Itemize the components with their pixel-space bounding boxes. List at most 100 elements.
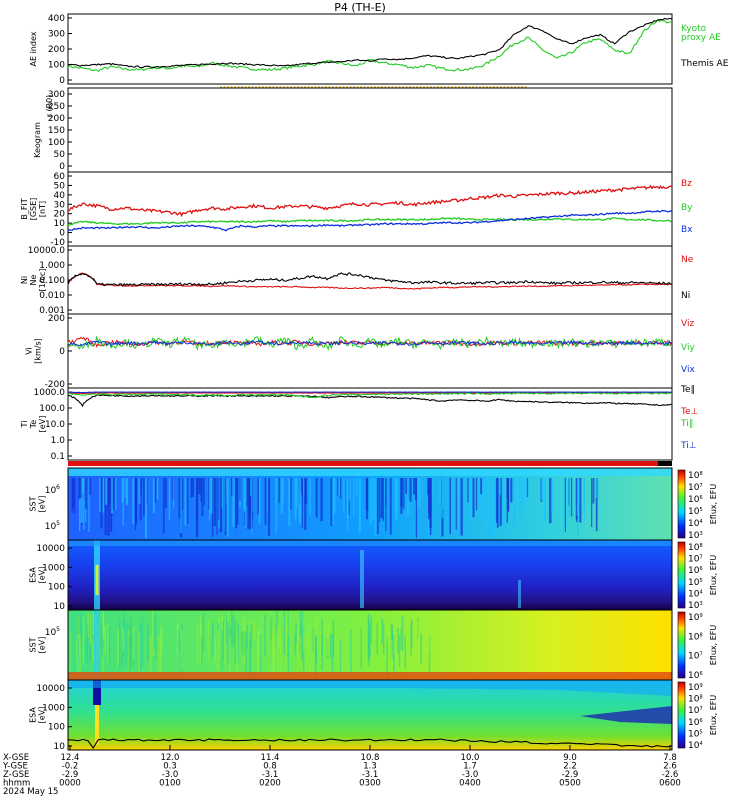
sst-e-stripe (127, 629, 130, 671)
sst-e-stripe (355, 635, 358, 685)
x-tick-ygse: -0.2 (62, 762, 79, 772)
bfield-ylabel-line: [nT] (38, 201, 47, 217)
sst-omni-stripe (239, 478, 241, 502)
x-tick-time: 0400 (459, 779, 481, 789)
x-tick-zgse: -2.6 (662, 770, 679, 780)
bfield-ytick-label: 30 (54, 200, 66, 210)
sst-e-stripe (80, 617, 83, 650)
sst_omni-ytick-label: 105 (45, 520, 60, 532)
sst-e-stripe (133, 626, 135, 659)
sst-omni-stripe (224, 478, 227, 536)
sst-omni-stripe (374, 478, 377, 537)
sst-omni-stripe (280, 478, 283, 514)
sst-omni-stripe (83, 478, 85, 530)
sst-omni-stripe (332, 478, 334, 525)
sst-omni-stripe (428, 478, 430, 520)
sst-omni-stripe (564, 478, 566, 532)
sst-omni-stripe (343, 478, 346, 513)
density-ylabel-line: [1/cc] (38, 269, 47, 292)
sst-omni-stripe (134, 478, 137, 530)
sst_e-cb-exp: 6 (699, 671, 702, 677)
sst-omni-topband (68, 468, 672, 476)
sst-e-stripe (287, 635, 290, 673)
sst-omni-stripe (340, 478, 342, 499)
sst-omni-stripe (486, 478, 489, 532)
x-tick-zgse: -3.0 (162, 770, 179, 780)
sst-e-stripe (416, 622, 419, 643)
sst-omni-stripe (168, 478, 171, 520)
bfield-ytick-label: 0 (59, 229, 65, 239)
sst-e-stripe (226, 614, 228, 646)
sst_e-cb-exp: 7 (699, 652, 702, 658)
esa_omni-cb-exp: 5 (699, 578, 702, 584)
sst-e-stripe (420, 633, 422, 665)
esa_e-ytick-label: 1000 (42, 703, 65, 713)
sst-e-stripe (87, 612, 89, 638)
x-tick-ygse: 2.6 (663, 762, 677, 772)
density-ylabel-line: Ne (29, 274, 38, 285)
density-series-1 (67, 272, 673, 287)
esa-e-spike-top (93, 680, 101, 705)
sst_e-cb-label: Eflux, EFU (709, 625, 718, 666)
keogram-ytick-label: 0 (59, 162, 65, 172)
sst-e-stripe (214, 636, 217, 664)
sst-omni-stripe (595, 478, 598, 498)
sst_e-ytick-exp: 5 (56, 626, 60, 633)
sst-e-stripe (276, 610, 278, 635)
x-tick-ygse: 2.2 (563, 762, 577, 772)
sst-e-stripe (397, 627, 399, 654)
bfield-ytick-label: 60 (54, 172, 66, 182)
sst-omni-stripe (246, 478, 248, 507)
sst-e-stripe (130, 617, 132, 645)
sst-omni-stripe (315, 478, 318, 518)
sst-omni-stripe (218, 478, 220, 520)
sst-e-stripe (294, 633, 296, 655)
bfield-ylabel-line: [GSE] (29, 198, 38, 221)
sst-omni-stripe (338, 478, 340, 497)
sst-e-stripe (231, 611, 233, 648)
bfield-ytick-label: 10 (54, 219, 66, 229)
sst-e-stripe (273, 621, 276, 656)
esa_e-cb-tick: 105 (688, 729, 703, 739)
sst-omni-stripe (595, 478, 598, 532)
sst-e-stripe (78, 615, 80, 660)
sst_omni-ylabel-line: [eV] (38, 496, 47, 513)
sst_e-ylabel: SST [eV] (29, 637, 47, 654)
temperature-ytick-label: 10.0 (45, 420, 65, 430)
ae-ytick-label: 0 (59, 76, 65, 86)
keogram-ylabel: Keogram (33, 122, 42, 158)
sst-e-stripe (160, 637, 162, 675)
density-frame (67, 245, 673, 315)
sst_e-colorbar (677, 611, 686, 679)
sst-omni-stripe (226, 478, 229, 537)
bfield-frame (67, 171, 673, 247)
x-tick-xgse: 12.0 (161, 753, 180, 763)
sst-e-stripe (108, 625, 111, 665)
sst-e-stripe (68, 635, 70, 669)
sst_omni-cb-exp: 8 (699, 471, 702, 477)
velocity-legend-2: Vix (681, 365, 695, 375)
x-tick-time: 0600 (659, 779, 681, 789)
sst-omni-stripe (376, 478, 379, 535)
sst_e-cb-exp: 9 (699, 613, 702, 619)
bfield-series-2 (67, 209, 673, 232)
sst-omni-stripe (470, 478, 473, 519)
sst-omni-stripe (213, 478, 217, 526)
esa_omni-cb-exp: 3 (699, 601, 702, 607)
velocity-series-2 (67, 340, 673, 347)
esa_e-cb-tick: 106 (688, 718, 703, 728)
sst-omni-stripe (132, 478, 135, 524)
sst-e-stripe (395, 616, 397, 663)
sst-omni-stripe (496, 478, 499, 528)
sst-e-stripe (287, 610, 289, 659)
ae-ytick-label: 400 (48, 14, 65, 24)
sst-e-stripe (410, 623, 413, 656)
sst-e-spike (94, 610, 100, 680)
sst-omni-stripe (519, 478, 522, 516)
sst-omni-stripe (407, 478, 410, 515)
temperature-ylabel: Ti Te [eV] (20, 416, 47, 433)
esa_e-ylabel: ESA [eV] (29, 707, 47, 724)
sst-omni-stripe (288, 478, 291, 527)
sst-omni-stripe (439, 478, 441, 504)
